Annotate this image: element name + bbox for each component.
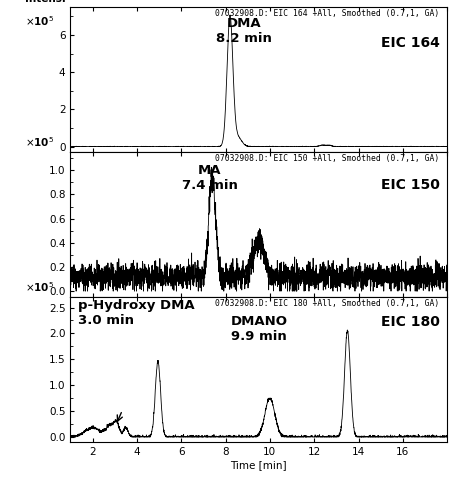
Text: 07032908.D: EIC 164 +All, Smoothed (0.7,1, GA): 07032908.D: EIC 164 +All, Smoothed (0.7,… xyxy=(215,9,439,18)
Text: EIC 164: EIC 164 xyxy=(381,36,439,50)
Text: MA
7.4 min: MA 7.4 min xyxy=(182,164,238,192)
Text: DMA
8.2 min: DMA 8.2 min xyxy=(216,17,271,45)
Text: $\times$10$^5$: $\times$10$^5$ xyxy=(25,14,54,28)
Text: 07032908.D: EIC 180 +All, Smoothed (0.7,1, GA): 07032908.D: EIC 180 +All, Smoothed (0.7,… xyxy=(215,299,439,308)
Text: DMANO
9.9 min: DMANO 9.9 min xyxy=(230,315,287,343)
Text: p-Hydroxy DMA
3.0 min: p-Hydroxy DMA 3.0 min xyxy=(78,299,194,326)
Text: EIC 180: EIC 180 xyxy=(381,315,439,328)
Text: 07032908.D: EIC 150 +All, Smoothed (0.7,1, GA): 07032908.D: EIC 150 +All, Smoothed (0.7,… xyxy=(215,153,439,163)
Text: EIC 150: EIC 150 xyxy=(381,178,439,192)
Text: $\times$10$^5$: $\times$10$^5$ xyxy=(25,281,54,294)
Text: $\times$10$^5$: $\times$10$^5$ xyxy=(25,135,54,149)
Text: Intens.: Intens. xyxy=(25,0,66,4)
X-axis label: Time [min]: Time [min] xyxy=(231,460,287,470)
